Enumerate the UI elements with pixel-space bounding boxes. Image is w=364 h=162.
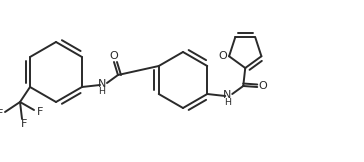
Text: N: N xyxy=(223,90,232,100)
Text: H: H xyxy=(224,98,231,106)
Text: O: O xyxy=(219,51,228,61)
Text: H: H xyxy=(99,87,106,96)
Text: F: F xyxy=(37,107,43,117)
Text: F: F xyxy=(0,109,3,119)
Text: F: F xyxy=(21,119,27,129)
Text: O: O xyxy=(110,51,118,61)
Text: N: N xyxy=(98,79,106,89)
Text: O: O xyxy=(259,81,268,91)
